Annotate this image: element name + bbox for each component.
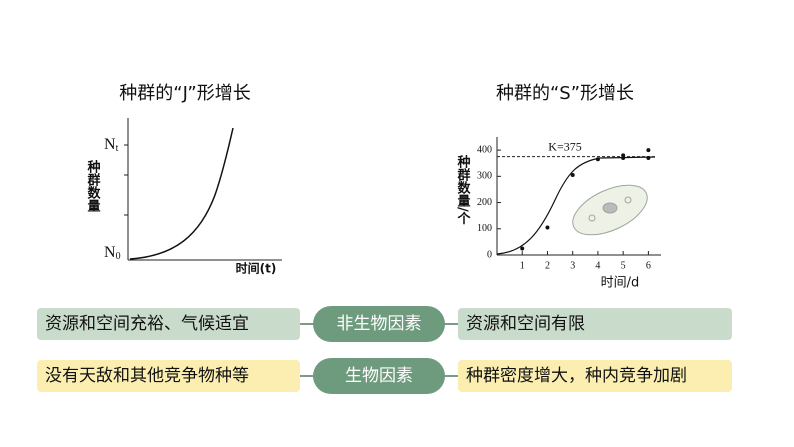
chart-title: 种群的“S”形增长 [496,83,634,104]
x-tick-label: 1 [520,260,525,271]
limit: 种群密度增大，种内竞争加剧 [458,360,732,392]
y-mark-main: N [104,136,116,153]
y-axis-label: 种群数量/个 [455,154,472,225]
point [520,246,525,251]
y-mark-sub: 0 [116,251,121,262]
charts: 种群的“J”形增长 种群的“S”形增长 种群数量 时间(t) 种群数量/个 时间… [85,83,661,291]
y-mark-sub: t [116,143,119,154]
annotation: K=375 [548,139,581,153]
point [646,155,651,160]
x-tick-label: 2 [545,260,550,271]
factor: 非生物因素 [313,306,445,342]
y-mark-main: N [104,244,116,261]
limit: 资源和空间有限 [458,308,732,340]
y-tick-label: 400 [477,144,492,155]
axes [124,118,282,261]
x-axis-label: 时间/d [601,276,640,291]
condition: 没有天敌和其他竞争物种等 [37,360,300,392]
y-mark-label: Nt [104,136,119,155]
y-axis-label: 种群数量 [85,159,102,213]
s-curve [496,156,656,255]
point [570,173,575,178]
y-tick-label: 300 [477,171,492,182]
point [595,157,600,162]
j-curve [129,127,234,260]
x-tick-label: 5 [621,260,626,271]
condition: 资源和空间充裕、气候适宜 [37,308,300,340]
factor: 生物因素 [313,358,445,394]
y-tick-label: 0 [487,249,492,260]
x-axis-label: 时间(t) [236,261,277,276]
x-tick-label: 6 [646,260,651,271]
point [621,153,626,158]
x-tick-label: 4 [595,260,600,271]
y-tick-label: 100 [477,223,492,234]
y-mark-label: N0 [104,244,121,263]
x-tick-label: 3 [570,260,575,271]
chart-title: 种群的“J”形增长 [119,83,250,104]
point [545,225,550,230]
paramecium [572,184,648,236]
point [646,148,651,153]
y-tick-label: 200 [477,197,492,208]
